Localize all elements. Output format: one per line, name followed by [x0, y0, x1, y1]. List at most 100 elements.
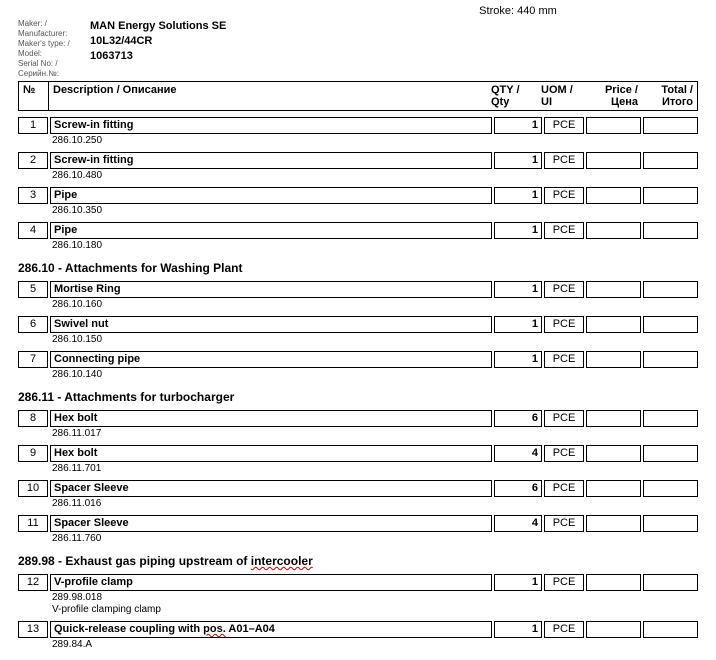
meta-label-model: Model: — [18, 49, 90, 59]
cell-uom: PCE — [544, 480, 584, 497]
meta-labels: Maker: / Manufacturer: Maker's type: / M… — [18, 19, 90, 79]
cell-qty: 4 — [494, 515, 542, 532]
cell-uom: PCE — [544, 316, 584, 333]
table-header: № Description / Описание QTY / Qty UOM /… — [18, 81, 698, 111]
cell-no: 11 — [18, 515, 48, 532]
table-row: 3Pipe1PCE — [18, 187, 698, 204]
header-total: Total / Итого — [642, 82, 697, 110]
cell-qty: 1 — [494, 152, 542, 169]
meta-label-serial-ru: Серийн.№: — [18, 69, 90, 79]
cell-price — [586, 480, 641, 497]
cell-desc: Spacer Sleeve — [50, 515, 492, 532]
cell-desc: Swivel nut — [50, 316, 492, 333]
cell-desc: Mortise Ring — [50, 281, 492, 298]
section-title: 289.98 - Exhaust gas piping upstream of … — [18, 554, 698, 568]
cell-desc: Hex bolt — [50, 445, 492, 462]
cell-desc: Spacer Sleeve — [50, 480, 492, 497]
meta-value-maker: MAN Energy Solutions SE — [90, 19, 226, 34]
cell-desc: Connecting pipe — [50, 351, 492, 368]
cell-no: 13 — [18, 621, 48, 638]
cell-qty: 6 — [494, 410, 542, 427]
cell-total — [643, 445, 698, 462]
cell-price — [586, 574, 641, 591]
cell-uom: PCE — [544, 515, 584, 532]
cell-no: 7 — [18, 351, 48, 368]
cell-qty: 1 — [494, 222, 542, 239]
cell-qty: 1 — [494, 281, 542, 298]
cell-desc: V-profile clamp — [50, 574, 492, 591]
meta-value-model: 10L32/44CR — [90, 34, 226, 49]
cell-total — [643, 621, 698, 638]
cell-uom: PCE — [544, 281, 584, 298]
cell-desc: Quick-release coupling with pos. A01–A04 — [50, 621, 492, 638]
cell-uom: PCE — [544, 410, 584, 427]
header-uom: UOM / UI — [537, 82, 587, 110]
header-desc: Description / Описание — [49, 82, 487, 110]
cell-qty: 1 — [494, 574, 542, 591]
item-code: 286.10.180 — [52, 240, 698, 251]
cell-uom: PCE — [544, 187, 584, 204]
cell-no: 5 — [18, 281, 48, 298]
header-no: № — [19, 82, 49, 110]
table-row: 6Swivel nut1PCE — [18, 316, 698, 333]
table-row: 11Spacer Sleeve4PCE — [18, 515, 698, 532]
cell-uom: PCE — [544, 351, 584, 368]
item-code: 286.11.701 — [52, 463, 698, 474]
cell-total — [643, 351, 698, 368]
cell-uom: PCE — [544, 445, 584, 462]
cell-desc: Pipe — [50, 187, 492, 204]
table-row: 5Mortise Ring1PCE — [18, 281, 698, 298]
stroke-label: Stroke: 440 mm — [338, 5, 698, 17]
cell-total — [643, 117, 698, 134]
item-code: 289.98.018 — [52, 592, 698, 603]
table-row: 12V-profile clamp1PCE — [18, 574, 698, 591]
section-title: 286.10 - Attachments for Washing Plant — [18, 261, 698, 275]
item-code: 286.10.350 — [52, 205, 698, 216]
cell-price — [586, 152, 641, 169]
cell-no: 2 — [18, 152, 48, 169]
cell-no: 4 — [18, 222, 48, 239]
cell-qty: 4 — [494, 445, 542, 462]
meta-value-serial: 1063713 — [90, 49, 226, 64]
table-row: 9Hex bolt4PCE — [18, 445, 698, 462]
cell-total — [643, 187, 698, 204]
cell-total — [643, 574, 698, 591]
cell-uom: PCE — [544, 222, 584, 239]
cell-uom: PCE — [544, 117, 584, 134]
item-code: 286.11.017 — [52, 428, 698, 439]
cell-no: 8 — [18, 410, 48, 427]
meta-label-maker: Maker: / — [18, 19, 90, 29]
cell-total — [643, 515, 698, 532]
cell-price — [586, 316, 641, 333]
cell-price — [586, 410, 641, 427]
cell-price — [586, 281, 641, 298]
item-code: 286.10.140 — [52, 369, 698, 380]
item-code: 286.10.150 — [52, 334, 698, 345]
cell-no: 3 — [18, 187, 48, 204]
cell-total — [643, 316, 698, 333]
item-code: 286.10.160 — [52, 299, 698, 310]
table-row: 2Screw-in fitting1PCE — [18, 152, 698, 169]
cell-price — [586, 222, 641, 239]
sections-container: 1Screw-in fitting1PCE286.10.2502Screw-in… — [18, 117, 698, 650]
item-note: V-profile clamping clamp — [52, 604, 698, 615]
section-title: 286.11 - Attachments for turbocharger — [18, 390, 698, 404]
cell-price — [586, 515, 641, 532]
cell-price — [586, 187, 641, 204]
cell-total — [643, 281, 698, 298]
cell-qty: 6 — [494, 480, 542, 497]
table-row: 10Spacer Sleeve6PCE — [18, 480, 698, 497]
table-row: 13Quick-release coupling with pos. A01–A… — [18, 621, 698, 638]
cell-no: 9 — [18, 445, 48, 462]
cell-total — [643, 410, 698, 427]
cell-price — [586, 621, 641, 638]
cell-total — [643, 152, 698, 169]
cell-desc: Hex bolt — [50, 410, 492, 427]
cell-no: 12 — [18, 574, 48, 591]
cell-desc: Screw-in fitting — [50, 152, 492, 169]
table-row: 8Hex bolt6PCE — [18, 410, 698, 427]
item-code: 286.11.016 — [52, 498, 698, 509]
table-row: 4Pipe1PCE — [18, 222, 698, 239]
table-row: 7Connecting pipe1PCE — [18, 351, 698, 368]
cell-qty: 1 — [494, 117, 542, 134]
